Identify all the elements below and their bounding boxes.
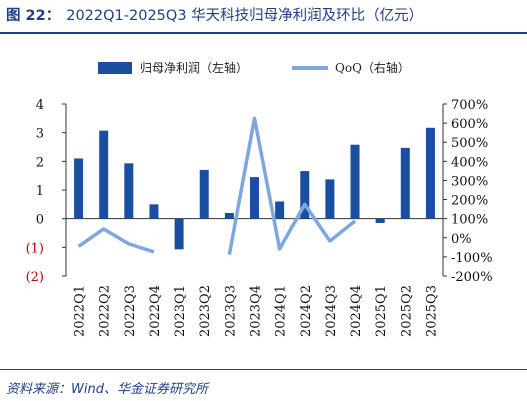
qoq-line-series — [77, 116, 357, 255]
right-tick-label: 600% — [451, 117, 488, 132]
x-label-2025Q3: 2025Q3 — [424, 285, 439, 337]
x-label-2022Q4: 2022Q4 — [148, 285, 163, 337]
right-tick-label: 300% — [451, 174, 488, 189]
bar-2023Q4 — [250, 177, 259, 219]
bar-2022Q4 — [149, 204, 159, 219]
legend: 归母净利润（左轴） QoQ（右轴） — [98, 60, 410, 75]
legend-bar-label: 归母净利润（左轴） — [140, 60, 248, 75]
bar-2024Q2 — [300, 171, 310, 219]
bar-2023Q3 — [224, 212, 234, 219]
left-tick-label: 4 — [36, 98, 44, 113]
bar-2022Q1 — [74, 158, 84, 219]
right-axis-ticks: 700% 600% 500% 400% 300% 200% 100% 0% -100% -200% — [443, 98, 493, 285]
x-label-2024Q1: 2024Q1 — [274, 285, 289, 337]
right-tick-label: 100% — [451, 213, 488, 228]
left-tick-label: (2) — [26, 270, 44, 285]
x-label-2024Q2: 2024Q2 — [299, 285, 314, 337]
left-tick-label: 1 — [36, 184, 44, 199]
x-label-2023Q2: 2023Q2 — [198, 285, 213, 337]
right-tick-label: 500% — [451, 136, 488, 151]
bar-2024Q1 — [275, 201, 285, 219]
x-label-2024Q3: 2024Q3 — [324, 285, 339, 337]
right-tick-label: -100% — [451, 251, 493, 266]
qoq-line-segment — [227, 116, 357, 255]
left-tick-label: (1) — [26, 241, 44, 256]
right-tick-label: 400% — [451, 155, 488, 170]
x-label-2025Q2: 2025Q2 — [399, 285, 414, 337]
chart-svg: 归母净利润（左轴） QoQ（右轴） 4 3 2 1 0 (1) (2) 700% 600% 50… — [26, 60, 493, 337]
x-label-2022Q1: 2022Q1 — [73, 285, 88, 337]
right-tick-label: 0% — [451, 232, 472, 247]
left-tick-label: 3 — [36, 127, 44, 142]
source-note: 资料来源：Wind、华金证券研究所 — [6, 382, 208, 397]
x-label-2025Q1: 2025Q1 — [374, 285, 389, 337]
x-axis-labels: 2022Q1 2022Q2 2022Q3 2022Q4 2023Q1 2023Q2 2023… — [73, 285, 440, 337]
figure-label: 图 22： — [6, 8, 61, 24]
bar-2024Q3 — [325, 179, 335, 219]
bar-series — [74, 127, 435, 250]
bar-2022Q3 — [124, 163, 134, 219]
left-tick-label: 2 — [36, 155, 44, 170]
bar-2022Q2 — [99, 130, 109, 219]
bar-2025Q3 — [425, 127, 435, 219]
qoq-line-segment — [77, 227, 155, 254]
x-label-2024Q4: 2024Q4 — [349, 285, 364, 337]
right-tick-label: 700% — [451, 98, 488, 113]
bottom-rule — [0, 369, 527, 370]
right-tick-label: -200% — [451, 270, 493, 285]
top-rule — [0, 32, 527, 34]
title-text: 2022Q1-2025Q3 华天科技归母净利润及环比（亿元） — [66, 8, 424, 24]
right-tick-label: 200% — [451, 194, 488, 209]
bar-2025Q1 — [375, 218, 385, 223]
legend-line-label: QoQ（右轴） — [335, 60, 410, 75]
left-tick-label: 0 — [36, 213, 44, 228]
x-label-2023Q1: 2023Q1 — [173, 285, 188, 337]
x-label-2023Q4: 2023Q4 — [249, 285, 264, 337]
legend-bar-swatch — [98, 62, 132, 74]
bar-2023Q1 — [174, 218, 184, 250]
left-axis-ticks: 4 3 2 1 0 (1) (2) — [26, 98, 66, 285]
bar-2023Q2 — [199, 169, 209, 219]
bar-2024Q4 — [350, 144, 360, 219]
x-label-2022Q2: 2022Q2 — [98, 285, 113, 337]
x-label-2022Q3: 2022Q3 — [123, 285, 138, 337]
chart-title: 图 22： 2022Q1-2025Q3 华天科技归母净利润及环比（亿元） — [6, 5, 521, 27]
x-label-2023Q3: 2023Q3 — [223, 285, 238, 337]
bar-2025Q2 — [400, 147, 410, 219]
